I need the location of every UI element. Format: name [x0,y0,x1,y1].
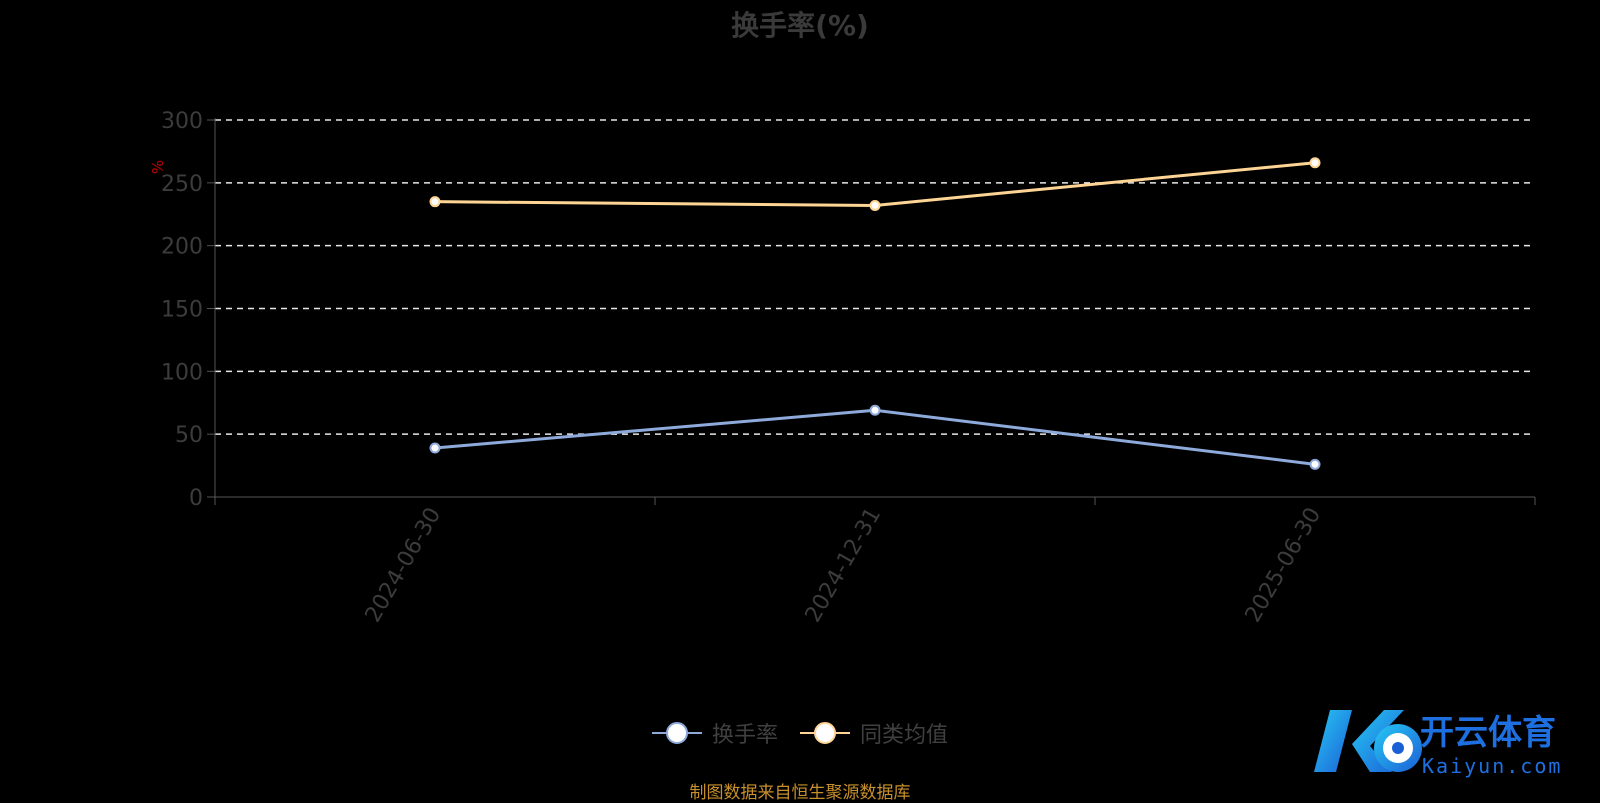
x-tick-label: 2024-06-30 [361,504,447,627]
axes: 0 50 100 150 200 250 300% 2024-06-30 2024-12-31 2… [149,109,1536,627]
watermark-url: Kaiyun.com [1422,754,1562,778]
data-point[interactable] [1309,458,1321,470]
kaiyun-logo: 开云体育 Kaiyun.com [1314,710,1562,778]
data-source-note: 制图数据来自恒生聚源数据库 [689,783,911,803]
legend-label-turnover: 换手率 [711,723,778,748]
y-tick-label: 300 [161,109,203,134]
x-tick-label: 2024-12-31 [801,504,887,627]
series-line-0 [434,408,1316,466]
legend-label-peer-average: 同类均值 [860,723,949,748]
legend-item-turnover[interactable]: 换手率 [651,717,778,749]
grid-lines [215,119,1535,435]
y-tick-label: 150 [161,298,203,323]
data-point[interactable] [869,404,881,416]
legend-marker-turnover [651,722,702,744]
y-tick-label: 0 [189,486,203,511]
series-layer [429,157,1321,470]
legend-item-peer-average[interactable]: 同类均值 [800,717,948,749]
watermark-brand: 开云体育 [1420,713,1556,753]
series-line-1 [434,161,1316,207]
y-tick-label: 50 [175,423,203,448]
y-axis-label: % [149,160,167,174]
data-point[interactable] [429,196,441,208]
y-tick-label: 100 [161,360,203,385]
chart-title: 换手率(%) [731,9,869,42]
data-point[interactable] [869,199,881,211]
y-tick-label: 200 [161,235,203,260]
y-tick-label: 250 [161,172,203,197]
data-point[interactable] [429,442,441,454]
legend: 换手率 同类均值 [0,717,1600,749]
legend-marker-peer-average [800,722,850,744]
data-point[interactable] [1309,157,1321,169]
x-tick-label: 2025-06-30 [1241,504,1327,627]
